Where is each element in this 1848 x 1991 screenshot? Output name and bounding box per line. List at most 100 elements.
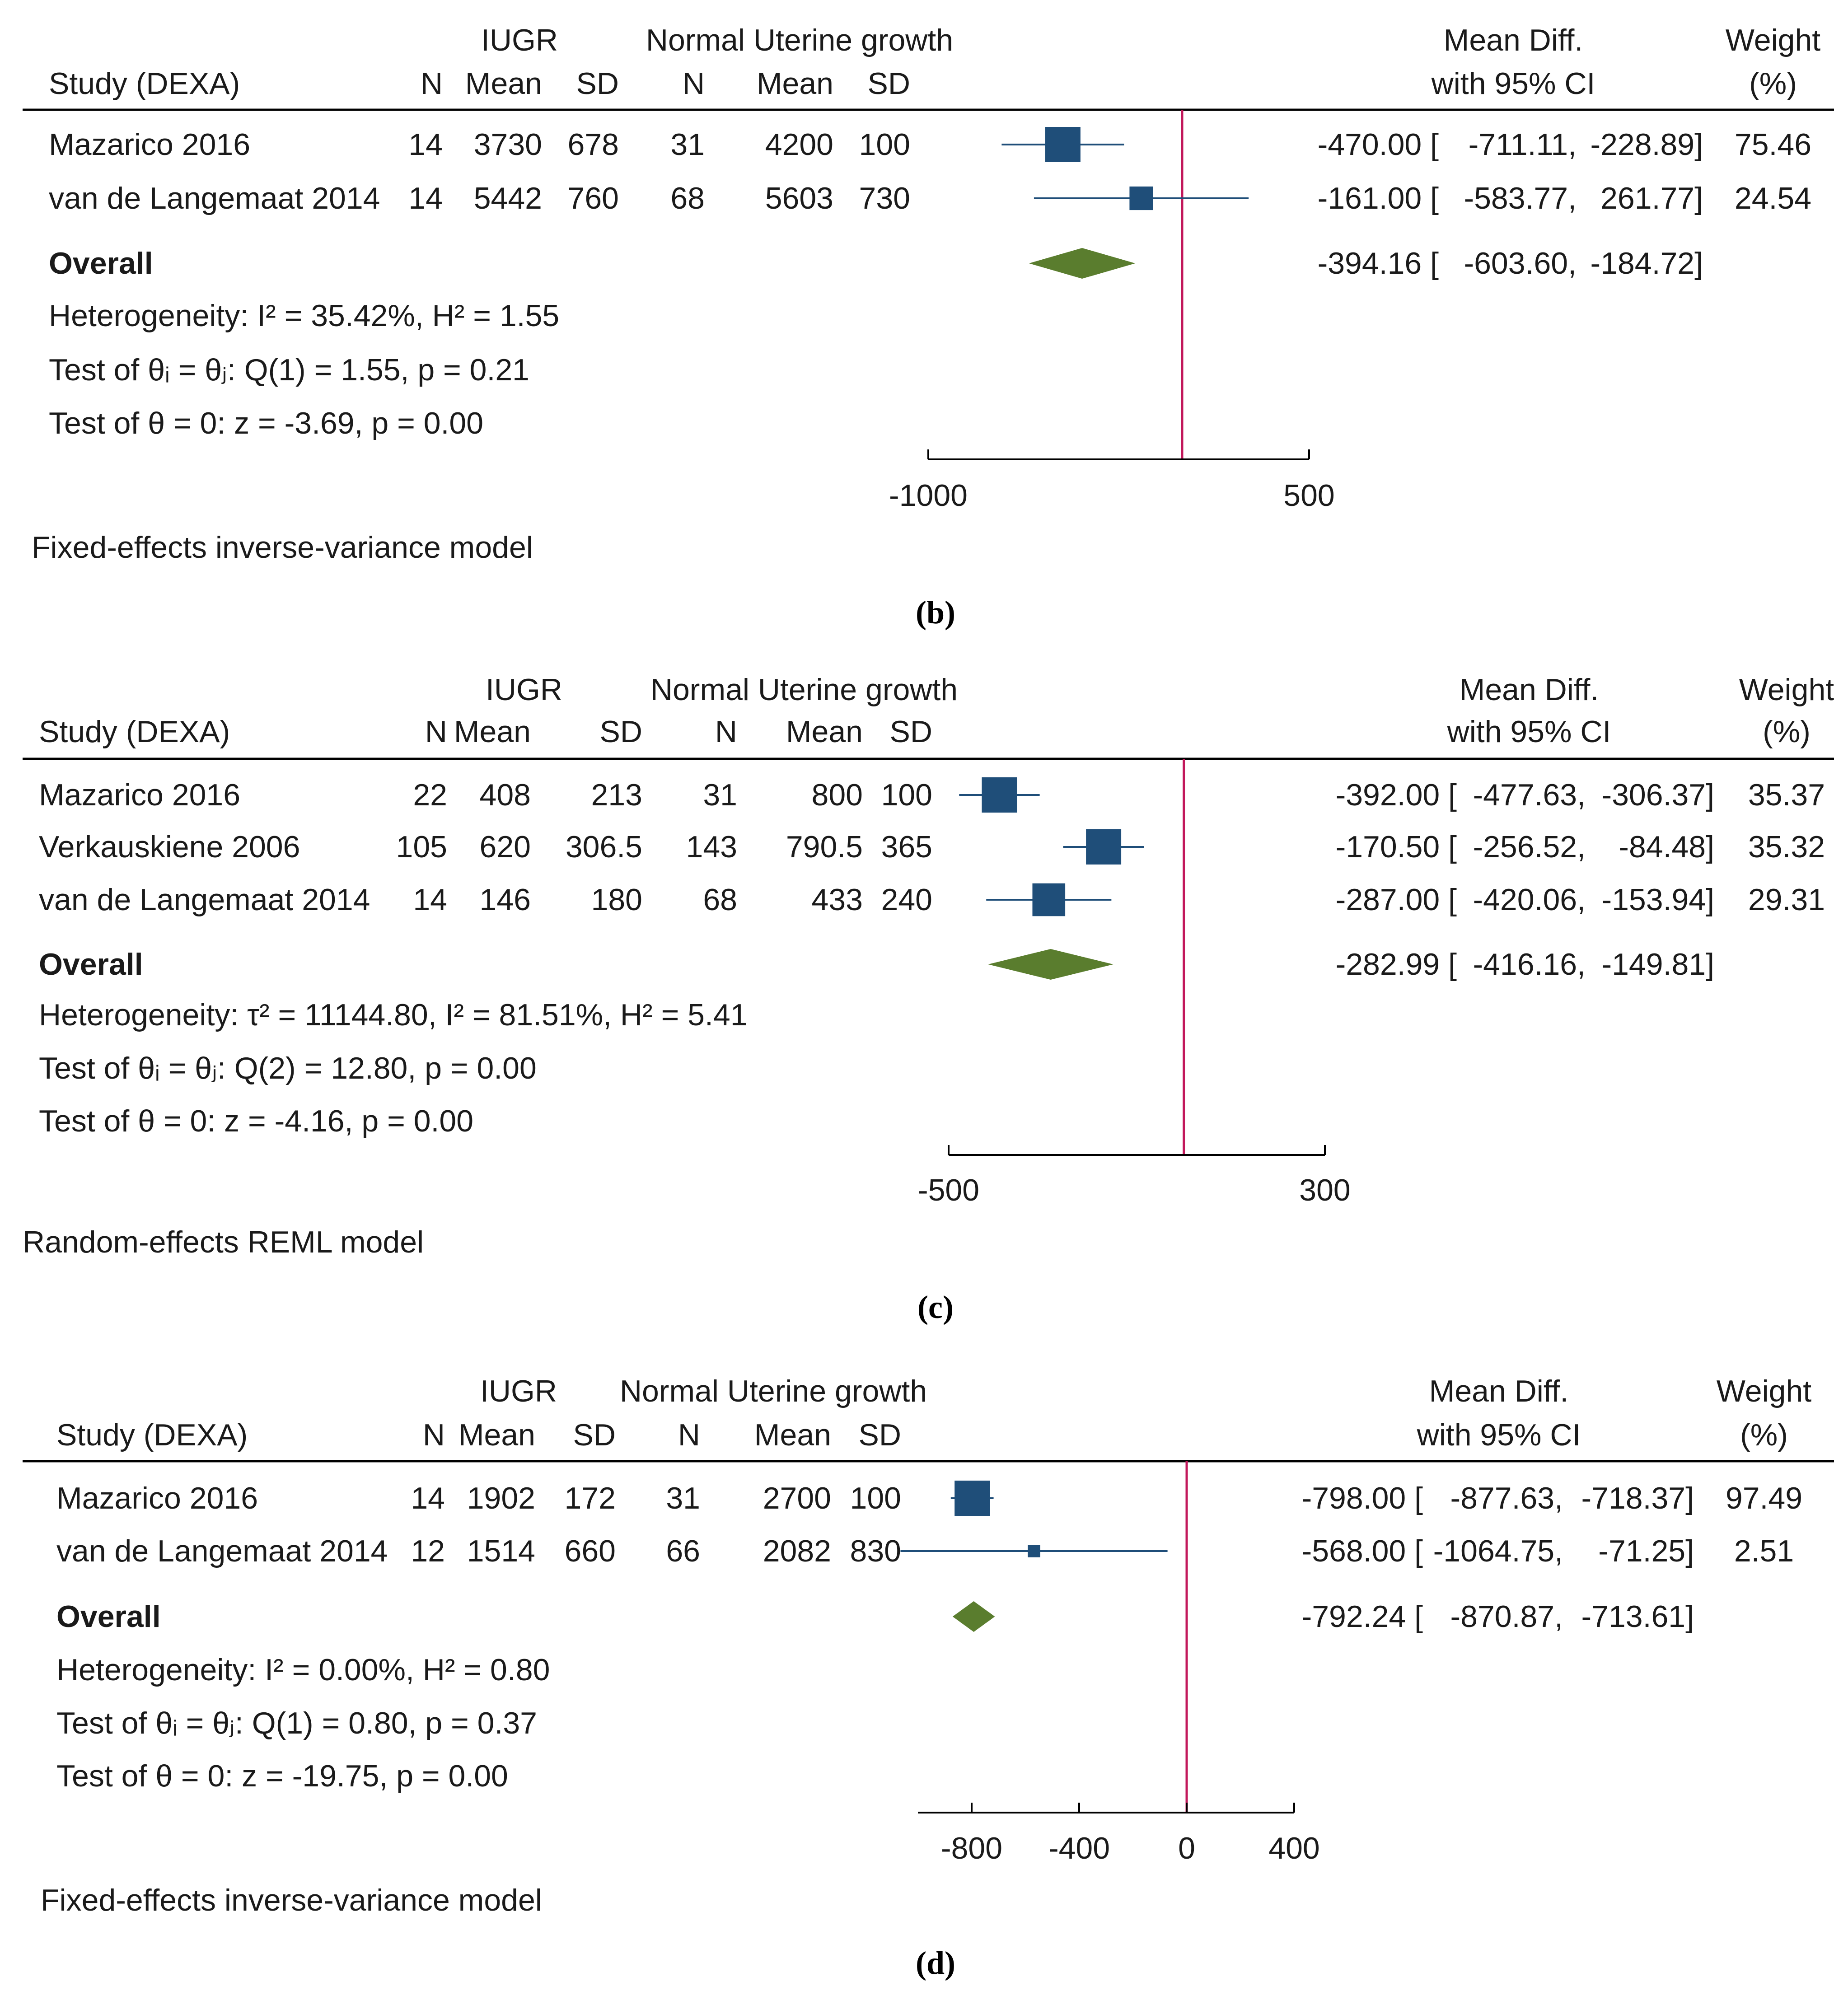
iugr-mean: 5442 — [474, 181, 542, 215]
iugr-n: 105 — [396, 830, 447, 864]
iugr-sd: 213 — [591, 778, 642, 812]
iugr-sd: 180 — [591, 883, 642, 917]
weight-unit-header: (%) — [1749, 66, 1797, 101]
panel-caption: (c) — [917, 1289, 954, 1325]
normal-mean: 2082 — [763, 1534, 831, 1568]
axis-tick-label: -500 — [918, 1173, 979, 1207]
study-marker — [1129, 186, 1153, 210]
stat-line: Test of θᵢ = θⱼ: Q(1) = 0.80, p = 0.37 — [56, 1706, 537, 1740]
stat-line: Heterogeneity: τ² = 11144.80, I² = 81.51… — [39, 998, 748, 1032]
axis-tick-label: 500 — [1283, 478, 1334, 513]
study-name: van de Langemaat 2014 — [49, 181, 380, 215]
ci-upper: 261.77] — [1600, 181, 1703, 215]
study-marker — [1086, 829, 1122, 865]
overall-diamond — [952, 1601, 995, 1632]
axis-tick-label: -800 — [941, 1831, 1002, 1865]
study-marker — [982, 777, 1017, 813]
iugr-mean: 146 — [480, 883, 531, 917]
effect-header: Mean Diff. — [1429, 1374, 1569, 1408]
overall-label: Overall — [49, 246, 153, 280]
forest-panel-1: IUGR Normal Uterine growth Mean Diff. Weigh… — [23, 23, 1834, 631]
iugr-mean: 3730 — [474, 127, 542, 162]
mean2-header: Mean — [786, 715, 863, 749]
normal-n: 143 — [686, 830, 737, 864]
mean1-header: Mean — [458, 1418, 535, 1452]
ci-upper: -718.37] — [1581, 1481, 1694, 1515]
normal-mean: 800 — [812, 778, 863, 812]
effect-estimate: -392.00 [ — [1336, 778, 1457, 812]
normal-mean: 433 — [812, 883, 863, 917]
study-header: Study (DEXA) — [39, 715, 230, 749]
iugr-mean: 620 — [480, 830, 531, 864]
overall-label: Overall — [39, 947, 143, 981]
overall-estimate: -792.24 [ — [1302, 1599, 1423, 1634]
stat-line: Heterogeneity: I² = 0.00%, H² = 0.80 — [56, 1653, 550, 1687]
forest-panel-3: IUGR Normal Uterine growth Mean Diff. Weigh… — [23, 1374, 1834, 1981]
weight-unit-header: (%) — [1740, 1418, 1788, 1452]
effect-estimate: -161.00 [ — [1318, 181, 1439, 215]
stat-line: Test of θ = 0: z = -4.16, p = 0.00 — [39, 1104, 473, 1138]
weight-header: Weight — [1717, 1374, 1812, 1408]
sd1-header: SD — [573, 1418, 616, 1452]
ci-lower: -877.63, — [1450, 1481, 1563, 1515]
study-weight: 35.32 — [1748, 830, 1825, 864]
effect-estimate: -287.00 [ — [1336, 883, 1457, 917]
normal-sd: 730 — [859, 181, 910, 215]
overall-ci-upper: -149.81] — [1601, 947, 1714, 981]
overall-ci-upper: -713.61] — [1581, 1599, 1694, 1634]
ci-header: with 95% CI — [1417, 1418, 1581, 1452]
ci-upper: -228.89] — [1590, 127, 1703, 162]
normal-sd: 365 — [881, 830, 932, 864]
overall-diamond — [1029, 248, 1136, 279]
normal-n: 31 — [703, 778, 737, 812]
ci-header: with 95% CI — [1431, 66, 1595, 101]
sd1-header: SD — [600, 715, 642, 749]
iugr-mean: 1902 — [467, 1481, 535, 1515]
group2-header: Normal Uterine growth — [620, 1374, 927, 1408]
study-marker — [1028, 1545, 1040, 1557]
n2-header: N — [683, 66, 705, 101]
iugr-n: 14 — [408, 181, 443, 215]
study-weight: 35.37 — [1748, 778, 1825, 812]
overall-estimate: -394.16 [ — [1318, 246, 1439, 280]
effect-header: Mean Diff. — [1460, 673, 1599, 707]
iugr-sd: 660 — [565, 1534, 616, 1568]
ci-lower: -1064.75, — [1433, 1534, 1563, 1568]
study-weight: 2.51 — [1734, 1534, 1794, 1568]
ci-lower: -420.06, — [1473, 883, 1586, 917]
sd2-header: SD — [859, 1418, 901, 1452]
effect-header: Mean Diff. — [1444, 23, 1583, 57]
model-note: Fixed-effects inverse-variance model — [32, 530, 533, 565]
sd2-header: SD — [868, 66, 910, 101]
iugr-mean: 408 — [480, 778, 531, 812]
normal-mean: 790.5 — [786, 830, 863, 864]
group1-header: IUGR — [481, 23, 558, 57]
sd1-header: SD — [576, 66, 619, 101]
forest-panel-2: IUGR Normal Uterine growth Mean Diff. Weigh… — [23, 673, 1834, 1325]
study-marker — [954, 1481, 990, 1516]
normal-mean: 5603 — [765, 181, 833, 215]
weight-header: Weight — [1726, 23, 1821, 57]
normal-mean: 4200 — [765, 127, 833, 162]
group2-header: Normal Uterine growth — [650, 673, 958, 707]
panel-caption: (b) — [916, 594, 955, 631]
ci-upper: -306.37] — [1601, 778, 1714, 812]
axis-tick-label: -1000 — [889, 478, 968, 513]
group1-header: IUGR — [486, 673, 562, 707]
panel-caption: (d) — [916, 1945, 955, 1981]
ci-header: with 95% CI — [1447, 715, 1611, 749]
study-name: van de Langemaat 2014 — [39, 883, 370, 917]
normal-n: 68 — [703, 883, 737, 917]
study-name: Mazarico 2016 — [39, 778, 240, 812]
mean2-header: Mean — [754, 1418, 831, 1452]
n1-header: N — [421, 66, 443, 101]
model-note: Random-effects REML model — [23, 1225, 424, 1259]
overall-diamond — [988, 949, 1113, 980]
iugr-n: 14 — [413, 883, 447, 917]
study-marker — [1032, 883, 1066, 916]
mean1-header: Mean — [454, 715, 531, 749]
sd2-header: SD — [890, 715, 932, 749]
normal-mean: 2700 — [763, 1481, 831, 1515]
normal-sd: 100 — [881, 778, 932, 812]
mean2-header: Mean — [757, 66, 833, 101]
